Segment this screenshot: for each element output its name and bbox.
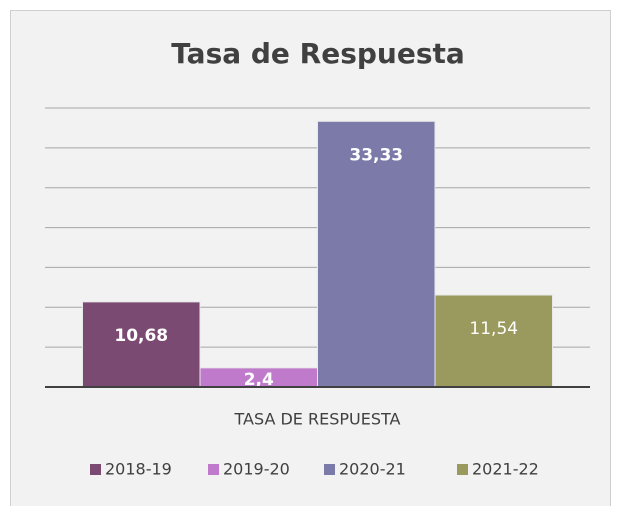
legend-label: 2020-21 — [339, 460, 406, 479]
legend-swatch — [457, 464, 468, 475]
legend-swatch — [208, 464, 219, 475]
data-label: 33,33 — [349, 145, 403, 165]
bar — [434, 294, 553, 388]
chart-frame — [10, 10, 611, 510]
legend-label: 2021-22 — [472, 460, 539, 479]
bar — [82, 301, 201, 388]
data-label: 10,68 — [114, 326, 168, 346]
x-tick-label: TASA DE RESPUESTA — [234, 410, 401, 429]
legend-swatch — [324, 464, 335, 475]
bar — [317, 120, 436, 388]
data-label: 11,54 — [469, 319, 518, 339]
legend-label: 2019-20 — [223, 460, 290, 479]
data-label: 2,4 — [244, 370, 274, 390]
legend-swatch — [90, 464, 101, 475]
legend-label: 2018-19 — [105, 460, 172, 479]
chart-title: Tasa de Respuesta — [171, 37, 465, 70]
